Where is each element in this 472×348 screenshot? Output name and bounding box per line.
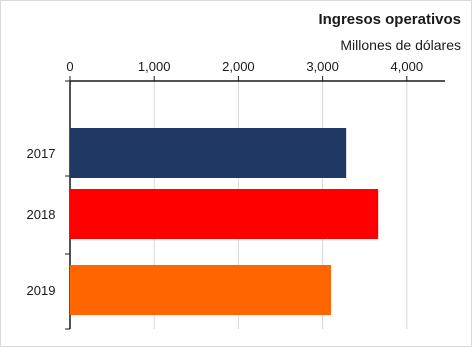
value-tick-label: 3,000 bbox=[306, 59, 339, 74]
value-tick-label: 2,000 bbox=[222, 59, 255, 74]
chart-subtitle: Millones de dólares bbox=[340, 37, 461, 53]
category-label-2017: 2017 bbox=[27, 146, 56, 161]
bar-2018 bbox=[70, 189, 379, 239]
bar-2017 bbox=[70, 128, 347, 178]
value-tick-label: 4,000 bbox=[391, 59, 424, 74]
chart-title: Ingresos operativos bbox=[318, 11, 461, 28]
value-tick-label: 1,000 bbox=[138, 59, 171, 74]
category-label-2019: 2019 bbox=[27, 283, 56, 298]
category-label-2018: 2018 bbox=[27, 207, 56, 222]
bar-2019 bbox=[70, 265, 332, 315]
value-tick-label: 0 bbox=[66, 59, 73, 74]
